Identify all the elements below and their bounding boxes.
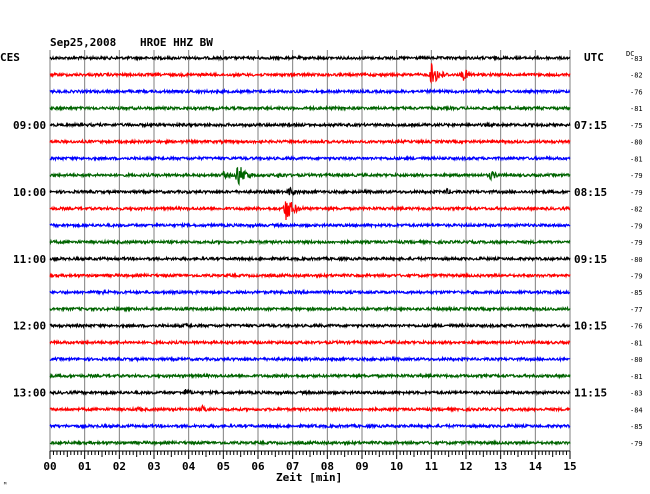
x-axis-label: Zeit [min] — [276, 471, 342, 484]
dc-offset-label: -83 — [630, 55, 643, 63]
dc-offset-label: -79 — [630, 272, 643, 280]
trace-3 — [49, 104, 571, 112]
dc-offset-label: -81 — [630, 105, 643, 113]
dc-offset-label: -76 — [630, 323, 643, 331]
x-tick-label: 06 — [251, 460, 265, 473]
trace-9 — [49, 201, 571, 221]
left-time-label: 10:00 — [13, 186, 46, 199]
left-zone-label: CES — [0, 51, 20, 64]
dc-offset-label: -82 — [630, 72, 643, 80]
dc-offset-label: -85 — [630, 423, 643, 431]
dc-offset-label: -75 — [630, 122, 643, 130]
trace-12 — [49, 255, 571, 263]
dc-offset-label: -84 — [630, 406, 643, 414]
trace-11 — [49, 238, 571, 246]
right-time-label: 09:15 — [574, 253, 607, 266]
x-tick-label: 11 — [425, 460, 439, 473]
x-tick-label: 01 — [78, 460, 92, 473]
trace-13 — [49, 271, 571, 280]
trace-18 — [49, 355, 571, 363]
trace-20 — [49, 388, 571, 397]
right-time-label: 10:15 — [574, 320, 607, 333]
dc-offset-label: -83 — [630, 390, 643, 398]
chart-station: HROE HHZ BW — [140, 36, 213, 49]
right-time-label: 11:15 — [574, 387, 607, 400]
x-tick-label: 03 — [147, 460, 160, 473]
x-axis: 00 01 02 03 04 05 06 07 08 09 10 11 12 13 14 15 — [43, 450, 577, 473]
x-tick-label: 10 — [390, 460, 403, 473]
corner-mark: ᴹ — [3, 481, 7, 489]
dc-offset-label: -76 — [630, 88, 643, 96]
chart-date: Sep25,2008 — [50, 36, 116, 49]
dc-offset-label: -80 — [630, 356, 643, 364]
x-tick-label: 07 — [286, 460, 299, 473]
dc-offset-label: -79 — [630, 222, 643, 230]
x-tick-label: 09 — [355, 460, 368, 473]
dc-offset-label: -80 — [630, 256, 643, 264]
right-time-label: 07:15 — [574, 119, 607, 132]
dc-offset-label: -77 — [630, 306, 643, 314]
x-tick-label: 00 — [43, 460, 56, 473]
grid — [49, 50, 571, 451]
left-time-label: 12:00 — [13, 320, 46, 333]
trace-8 — [49, 186, 571, 197]
side-labels: 09:00 10:00 11:00 12:00 13:00 07:15 08:15 09:15… — [13, 55, 643, 448]
trace-23 — [49, 439, 571, 447]
right-time-label: 08:15 — [574, 186, 607, 199]
dc-offset-label: -81 — [630, 155, 643, 163]
x-tick-label: 08 — [321, 460, 334, 473]
trace-6 — [49, 154, 571, 162]
x-tick-label: 04 — [182, 460, 196, 473]
trace-7 — [49, 166, 571, 187]
trace-22 — [49, 422, 571, 430]
dc-offset-label: -79 — [630, 440, 643, 448]
dc-offset-label: -79 — [630, 172, 643, 180]
trace-21 — [49, 404, 571, 413]
x-tick-label: 05 — [217, 460, 230, 473]
left-time-label: 13:00 — [13, 387, 46, 400]
x-tick-label: 12 — [459, 460, 472, 473]
dc-offset-label: -79 — [630, 239, 643, 247]
trace-4 — [49, 121, 571, 129]
trace-16 — [49, 322, 571, 330]
x-tick-label: 02 — [113, 460, 126, 473]
trace-15 — [49, 305, 571, 313]
trace-0 — [49, 54, 571, 62]
x-tick-label: 15 — [563, 460, 576, 473]
x-tick-label: 14 — [529, 460, 543, 473]
dc-offset-label: -80 — [630, 139, 643, 147]
dc-offset-label: -81 — [630, 373, 643, 381]
trace-2 — [49, 87, 571, 95]
dc-offset-label: -82 — [630, 206, 643, 214]
trace-5 — [49, 138, 571, 146]
left-time-label: 09:00 — [13, 119, 46, 132]
left-time-label: 11:00 — [13, 253, 46, 266]
trace-14 — [49, 288, 571, 296]
trace-17 — [49, 338, 571, 347]
traces — [49, 54, 571, 447]
trace-19 — [49, 372, 571, 380]
dc-label: DC — [626, 50, 634, 58]
dc-offset-label: -81 — [630, 339, 643, 347]
dc-offset-label: -85 — [630, 289, 643, 297]
trace-10 — [49, 221, 571, 229]
x-tick-label: 13 — [494, 460, 507, 473]
trace-1 — [49, 63, 571, 85]
dc-offset-label: -79 — [630, 189, 643, 197]
right-zone-label: UTC — [584, 51, 604, 64]
